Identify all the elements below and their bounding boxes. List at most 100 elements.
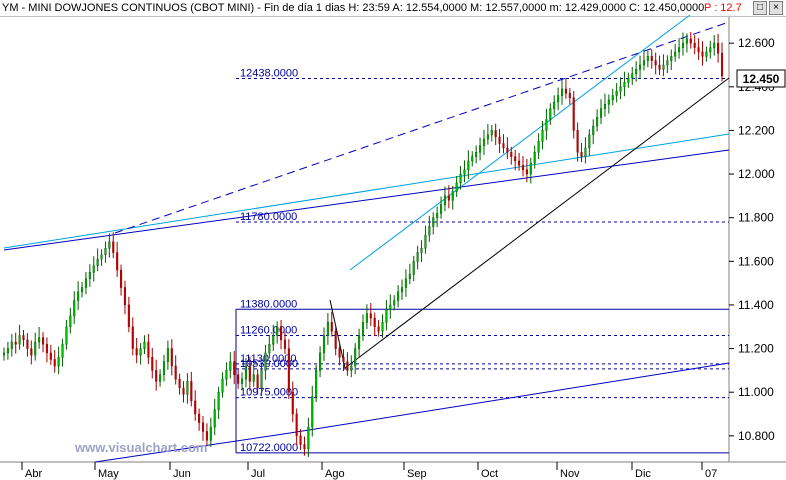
candle-body <box>221 378 224 393</box>
candle-body <box>225 370 228 380</box>
candle-body <box>57 357 60 367</box>
candle-body <box>443 195 446 205</box>
candle-body <box>174 365 177 380</box>
candle-body <box>166 348 169 362</box>
candle-body <box>190 381 193 402</box>
candle-body <box>252 374 255 382</box>
candle-body <box>420 247 423 253</box>
candle-body <box>198 413 201 423</box>
candle-body <box>588 134 591 149</box>
candle-body <box>572 97 575 131</box>
candle-body <box>615 90 618 96</box>
candle-body <box>685 38 688 44</box>
candle-body <box>38 337 41 343</box>
candle-body <box>400 287 404 293</box>
trendline-black-stub <box>329 299 346 369</box>
level-label: 11130.0000 <box>240 353 296 365</box>
candle-body <box>455 182 458 192</box>
candle-body <box>623 82 626 88</box>
candle-body <box>642 60 646 66</box>
candle-body <box>713 42 716 48</box>
candle-body <box>436 213 439 218</box>
candle-body <box>693 42 696 48</box>
candle-body <box>447 195 450 201</box>
candle-body <box>408 274 411 280</box>
candle-body <box>334 330 337 349</box>
last-price-label: 12.450 <box>743 72 780 86</box>
candle-body <box>151 357 154 371</box>
candle-body <box>155 370 158 382</box>
candle-body <box>553 101 556 109</box>
candle-body <box>701 51 704 57</box>
candle-body <box>611 95 614 101</box>
candle-body <box>666 60 669 66</box>
candle-body <box>244 365 247 380</box>
candle-body <box>670 56 673 61</box>
candle-body <box>658 64 661 70</box>
candle-body <box>237 374 240 384</box>
candle-body <box>49 352 52 360</box>
price-indicator: P : 12.7 <box>704 2 742 14</box>
candle-body <box>463 169 466 175</box>
watermark: www.visualchart.com <box>74 440 207 455</box>
x-tick-label: May <box>98 468 119 480</box>
y-tick-label: 12.600 <box>738 36 775 50</box>
candle-body <box>108 241 111 249</box>
candle-body <box>268 343 271 354</box>
candle-body <box>84 278 87 288</box>
candle-body <box>201 422 205 432</box>
candle-body <box>424 234 427 249</box>
candle-body <box>533 151 536 164</box>
candle-body <box>393 300 396 306</box>
candle-body <box>303 444 306 450</box>
trendline-cyan-long <box>3 133 730 249</box>
trendlines-group <box>3 14 730 463</box>
candle-body <box>30 348 33 356</box>
candle-body <box>627 77 630 83</box>
trendline-dashed <box>114 21 730 234</box>
candle-body <box>439 204 443 214</box>
candle-body <box>506 147 509 153</box>
candle-body <box>646 56 649 61</box>
candle-body <box>502 143 505 149</box>
candle-body <box>276 326 279 336</box>
candle-body <box>104 247 107 256</box>
candle-body <box>689 38 692 44</box>
candle-body <box>170 348 173 367</box>
candle-body <box>41 337 45 345</box>
x-tick-label: Jun <box>173 468 191 480</box>
candle-body <box>53 359 56 367</box>
candle-body <box>514 156 517 162</box>
y-tick-label: 12.000 <box>738 167 775 181</box>
candle-body <box>346 361 349 371</box>
candle-body <box>717 42 720 54</box>
candle-body <box>217 391 220 410</box>
trendline-blue-low <box>289 362 730 434</box>
candle-body <box>283 339 287 349</box>
candle-body <box>330 322 333 332</box>
x-tick-label: Oct <box>481 468 498 480</box>
candle-body <box>697 47 700 53</box>
candle-body <box>705 51 708 57</box>
candle-body <box>541 130 544 142</box>
close-button[interactable]: × <box>769 1 783 15</box>
candle-body <box>674 51 677 57</box>
levels-group: 12438.0000 11780.0000 11380.0000 11260.0000… <box>235 68 729 454</box>
candle-body <box>272 335 275 345</box>
candle-body <box>681 42 685 48</box>
candle-body <box>22 335 25 341</box>
candle-body <box>264 352 267 371</box>
candle-body <box>209 426 212 441</box>
candle-body <box>61 343 64 358</box>
candle-body <box>123 287 127 306</box>
candle-body <box>287 348 290 393</box>
candle-body <box>307 426 310 450</box>
x-tick-label: Jul <box>251 468 265 480</box>
candle-body <box>159 374 162 382</box>
candle-body <box>65 326 68 345</box>
candle-body <box>584 147 587 157</box>
candle-body <box>233 361 236 375</box>
candle-body <box>295 413 298 437</box>
maximize-button[interactable]: □ <box>753 1 767 15</box>
y-tick-label: 11.400 <box>738 298 774 312</box>
